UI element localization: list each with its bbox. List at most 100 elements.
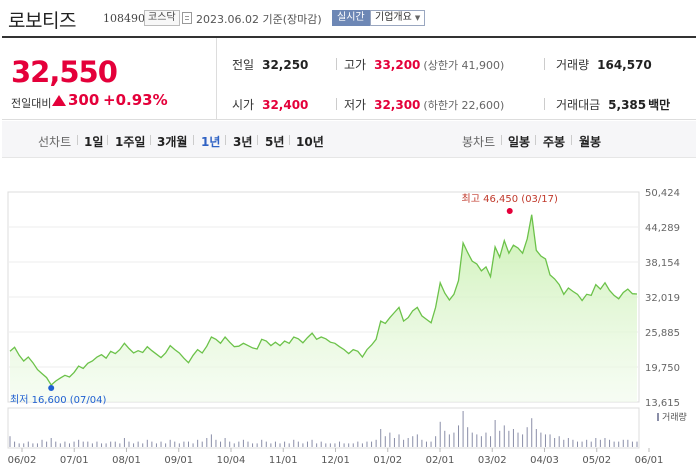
period-1w[interactable]: 1주일 (115, 135, 146, 149)
volume-bar (174, 441, 176, 447)
open-value: 32,400 (262, 98, 309, 112)
volume-bar (494, 420, 496, 447)
period-5y[interactable]: 5년 (265, 135, 285, 149)
volume-bar (407, 438, 409, 447)
volume-bar (636, 441, 638, 447)
volume-bar (567, 438, 569, 447)
chevron-down-icon: ▼ (414, 14, 421, 22)
x-tick-label: 12/01 (321, 455, 350, 466)
volume-bar (590, 441, 592, 447)
change-percent: +0.93% (103, 91, 168, 109)
volume-frame (7, 407, 640, 449)
volume-bar (380, 429, 382, 447)
x-tick-label: 08/01 (112, 455, 141, 466)
low-label: 저가 (344, 98, 367, 112)
company-info-button[interactable]: 기업개요 ▼ (370, 10, 426, 26)
period-10y[interactable]: 10년 (296, 135, 324, 149)
volume-bar (604, 438, 606, 447)
volume-bar (146, 439, 148, 447)
volume-bar (142, 443, 144, 447)
open-price: 시가 32,400 (232, 96, 308, 113)
date-text: 2023.06.02 기준(장마감) (196, 13, 322, 26)
y-tick-label: 32,019 (645, 293, 680, 304)
price-panel: 32,550 전일대비 300 +0.93% 전일 32,250 고가 33,200… (2, 36, 696, 120)
price-chart: 50,424 44,289 38,154 32,019 25,885 19,750 13,6… (0, 158, 698, 473)
volume-bar (462, 411, 464, 447)
volume-bar (375, 439, 377, 447)
volume-bar (512, 429, 514, 447)
up-arrow-icon (52, 95, 66, 106)
high-value: 33,200 (374, 58, 421, 72)
volume-bar (265, 441, 267, 447)
prev-close-label: 전일 (232, 58, 255, 72)
volume-bar (490, 436, 492, 447)
volume-bar (220, 441, 222, 447)
candle-weekly[interactable]: 주봉 (543, 135, 566, 149)
volume-bar (201, 441, 203, 447)
volume-bar (480, 436, 482, 447)
volume-bar (36, 443, 38, 447)
volume-legend-icon (657, 413, 659, 421)
volume-bar (87, 441, 89, 447)
volume-bar (247, 441, 249, 447)
period-1y[interactable]: 1년 (201, 135, 221, 149)
volume-bar (252, 443, 254, 447)
candle-daily[interactable]: 일봉 (508, 135, 531, 149)
volume-bar (609, 439, 611, 447)
volume-bar (343, 443, 345, 447)
low-price: 저가 32,300 (하한가 22,600) (344, 96, 504, 113)
volume-bar (165, 443, 167, 447)
volume-bar (14, 441, 16, 447)
divider (501, 135, 502, 145)
period-1d[interactable]: 1일 (84, 135, 104, 149)
volume-bar (297, 441, 299, 447)
volume-bar (425, 441, 427, 447)
volume-label: 거래량 (556, 58, 590, 72)
volume-bar (412, 436, 414, 447)
y-tick-label: 13,615 (645, 398, 680, 409)
trade-amount: 거래대금 5,385 백만 (556, 96, 670, 113)
volume-bar (210, 434, 212, 447)
volume-bar (448, 434, 450, 447)
volume-bar (59, 443, 61, 447)
high-price: 고가 33,200 (상한가 41,900) (344, 56, 504, 73)
upper-limit: (상한가 41,900) (423, 59, 505, 72)
volume-bar (288, 443, 290, 447)
volume-bar (293, 439, 295, 447)
price-chart-svg: 50,424 44,289 38,154 32,019 25,885 19,750 13,6… (7, 188, 687, 466)
volume-bar (325, 443, 327, 447)
volume-bar (503, 425, 505, 447)
volume-bar (279, 443, 281, 447)
candle-monthly[interactable]: 월봉 (579, 135, 602, 149)
volume-bar (233, 443, 235, 447)
x-tick-label: 05/02 (582, 455, 611, 466)
volume-bar (581, 441, 583, 447)
x-tick-label: 10/04 (217, 455, 246, 466)
volume-bar (453, 432, 455, 447)
volume-bar (256, 443, 258, 447)
period-3m[interactable]: 3개월 (157, 135, 188, 149)
divider (336, 58, 337, 70)
volume-bar (82, 441, 84, 447)
volume-bar (316, 443, 318, 447)
divider (193, 135, 194, 145)
volume-bar (595, 438, 597, 447)
volume-bar (403, 439, 405, 447)
volume-bar (458, 425, 460, 447)
volume-bar (242, 439, 244, 447)
volume-bar (128, 441, 130, 447)
realtime-button[interactable]: 실시간 (332, 10, 370, 26)
volume-bar (348, 443, 350, 447)
volume-bar (613, 441, 615, 447)
calendar-icon (182, 12, 192, 24)
period-bar: 선차트 1일 1주일 3개월 1년 3년 5년 10년 봉차트 일봉 주봉 월봉 (2, 121, 696, 158)
stock-name: 로보티즈 (8, 10, 76, 32)
volume-bar (439, 421, 441, 447)
x-tick-label: 03/02 (478, 455, 507, 466)
volume-bar (622, 439, 624, 447)
lower-limit: (하한가 22,600) (423, 99, 505, 112)
volume-bar (435, 436, 437, 447)
period-3y[interactable]: 3년 (233, 135, 253, 149)
volume-bar (329, 443, 331, 447)
change-value: 300 (68, 91, 100, 109)
